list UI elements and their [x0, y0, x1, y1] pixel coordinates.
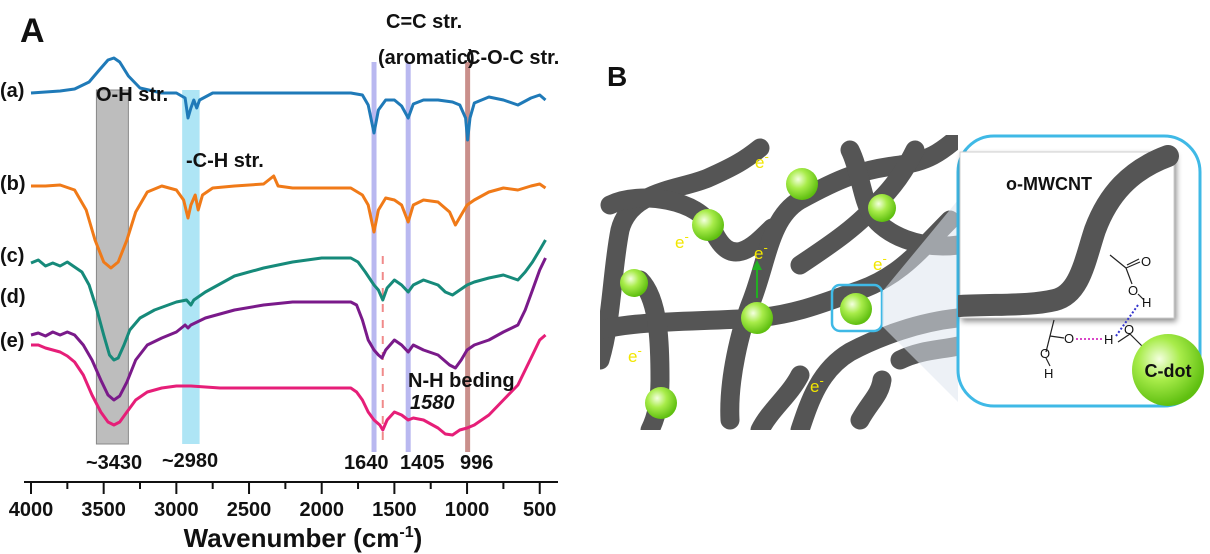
atom-o-5: O — [1124, 322, 1134, 337]
series-label-1: (b) — [0, 173, 26, 195]
electron-label-0: e- — [755, 149, 769, 172]
nanotube-10 — [850, 370, 892, 430]
nanotube-2 — [600, 188, 782, 262]
x-tick-label-5: 1500 — [372, 499, 417, 521]
electron-label-4: e- — [628, 343, 642, 366]
cdot-large — [1132, 334, 1204, 406]
atom-h-1: H — [1142, 295, 1151, 310]
atom-h-3: H — [1104, 332, 1113, 347]
electron-label-layer: e-e-e-e-e-e- — [628, 149, 887, 396]
x-tick-label-2: 3000 — [154, 499, 199, 521]
cdot-4 — [620, 269, 648, 297]
atom-o-3: O — [1064, 331, 1074, 346]
electron-label-2: e- — [754, 240, 768, 263]
cdot-7 — [645, 387, 677, 419]
band-rect-1 — [182, 90, 200, 444]
panel-label-b-text: B — [607, 61, 627, 92]
series-line-1 — [31, 174, 547, 270]
series-label-4: (e) — [0, 330, 24, 352]
x-tick-label-6: 1000 — [445, 499, 490, 521]
electron-label-1: e- — [675, 229, 689, 252]
bond-lower-2 — [1049, 335, 1065, 339]
series-label-3: (d) — [0, 286, 26, 308]
callout-nanotube — [958, 145, 1179, 317]
x-tick-layer: 4000 3500 3000 2500 2000 1500 1000 500 — [9, 482, 556, 521]
annotation-cc-stretch: C=C str. — [386, 11, 462, 33]
electron-label-3: e- — [873, 251, 887, 274]
annotation-aromatic: (aromatic) — [378, 47, 475, 69]
series-label-0: (a) — [0, 80, 24, 102]
bond-dot-1 — [1117, 333, 1131, 343]
bond-upper-2 — [1125, 267, 1133, 285]
annotation-coc-stretch: C-O-C str. — [466, 47, 559, 69]
x-tick-label-4: 2000 — [299, 499, 344, 521]
peak-label-3430: ~3430 — [86, 452, 142, 474]
cdot-6 — [840, 293, 872, 325]
electron-label-5: e- — [810, 373, 824, 396]
series-label-2: (c) — [0, 245, 24, 267]
cdot-5 — [741, 302, 773, 334]
x-tick-label-3: 2500 — [227, 499, 272, 521]
functional-groups — [1045, 254, 1145, 367]
zoom-beam — [882, 200, 958, 402]
cdot-3 — [868, 194, 896, 222]
bond-dot-2 — [1129, 333, 1143, 347]
x-axis-label: Wavenumber (cm-1) — [184, 523, 423, 553]
x-tick-label-0: 4000 — [9, 499, 54, 521]
nanotube-9 — [750, 365, 810, 430]
series-line-3 — [30, 257, 547, 402]
peak-label-1640: 1640 — [344, 452, 389, 474]
bond-upper-3 — [1125, 261, 1141, 269]
annotation-nh-bending: N-H beding — [408, 370, 515, 392]
bond-upper-4 — [1126, 258, 1140, 266]
panel-label-a: A — [20, 12, 45, 50]
electron-arrow-head — [752, 260, 762, 270]
cdot-1 — [692, 209, 724, 241]
annotation-ch-stretch: -C-H str. — [186, 150, 264, 172]
x-tick-label-1: 3500 — [81, 499, 126, 521]
bond-lower-1 — [1049, 319, 1055, 337]
peak-label-996: 996 — [460, 452, 493, 474]
atom-h-2: H — [1044, 366, 1053, 381]
x-tick-label-7: 500 — [523, 499, 556, 521]
peak-label-2980: ~2980 — [162, 450, 218, 472]
tube-label: o-MWCNT — [1006, 174, 1092, 194]
annotation-nh-value: 1580 — [410, 392, 455, 414]
peak-label-1405: 1405 — [400, 452, 445, 474]
annotation-oh-stretch: O-H str. — [96, 84, 168, 106]
bond-lower-4 — [1045, 357, 1051, 367]
series-layer — [30, 56, 547, 437]
series-line-0 — [30, 56, 547, 142]
series-line-2 — [30, 239, 547, 362]
bond-upper-1 — [1109, 254, 1127, 269]
atom-o-4: O — [1040, 346, 1050, 361]
bond-upper-5 — [1137, 293, 1145, 301]
series-label-layer: (a) (b) (c) (d) (e) — [0, 80, 26, 352]
bond-lower-3 — [1045, 335, 1051, 353]
series-line-4 — [31, 333, 547, 437]
cdot-label: C-dot — [1145, 361, 1192, 381]
atom-o-1: O — [1141, 254, 1151, 269]
cdot-2 — [786, 168, 818, 200]
atom-o-2: O — [1128, 283, 1138, 298]
